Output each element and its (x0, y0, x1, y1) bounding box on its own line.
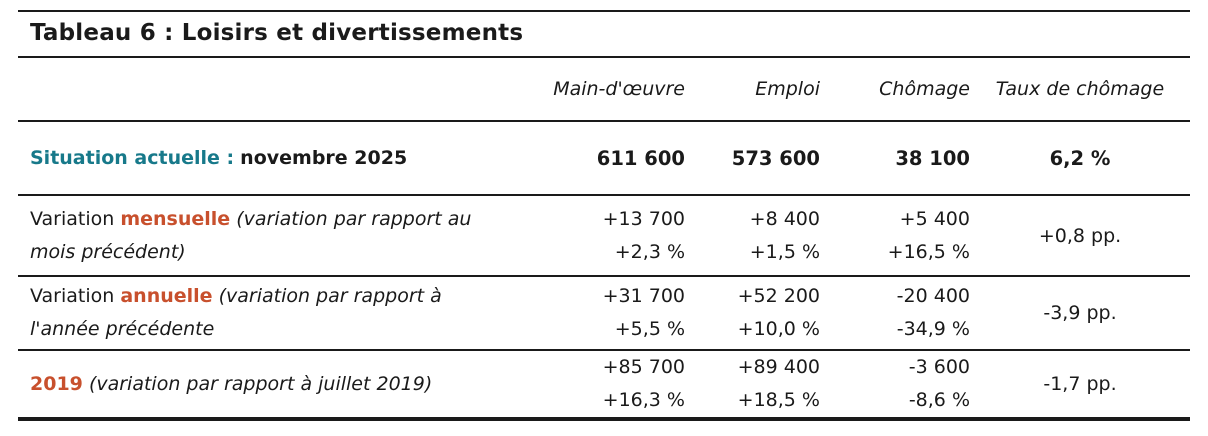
value-percent: +18,5 % (737, 389, 820, 411)
column-header-main-doeuvre: Main-d'œuvre (553, 77, 685, 100)
value-absolute: +5 400 (899, 207, 970, 230)
value-taux-de-chomage: 6,2 % (1049, 146, 1111, 170)
cell-chomage: -20 400 -34,9 % (820, 280, 970, 346)
table-title-band: Tableau 6 : Loisirs et divertissements (18, 10, 1190, 58)
row-label-note: (variation par rapport à juillet 2019) (88, 372, 433, 395)
table-row-variation-mensuelle: Variation mensuelle (variation par rappo… (18, 196, 1190, 277)
cell-main-doeuvre: +13 700 +2,3 % (488, 203, 685, 269)
cell-main-doeuvre: +85 700 +16,3 % (488, 351, 685, 417)
row-label-variation-annuelle: Variation annuelle (variation par rappor… (18, 280, 488, 346)
value-percent: +10,0 % (737, 318, 820, 340)
value-absolute: -20 400 (896, 285, 970, 307)
column-header-chomage: Chômage (879, 77, 970, 100)
cell-emploi: +89 400 +18,5 % (685, 351, 820, 417)
value-chomage: 38 100 (895, 146, 970, 170)
table-row-2019: 2019 (variation par rapport à juillet 20… (18, 351, 1190, 421)
row-label-situation-actuelle: Situation actuelle : novembre 2025 (18, 142, 488, 175)
value-absolute: +13 700 (602, 207, 685, 230)
value-percent: -34,9 % (896, 318, 970, 340)
column-header-row: Main-d'œuvre Emploi Chômage Taux de chôm… (18, 58, 1190, 122)
value-percent: +5,5 % (614, 318, 685, 340)
value-absolute: -3 600 (908, 356, 970, 378)
row-label-accent: Situation actuelle : (30, 146, 235, 169)
value-absolute: +8 400 (749, 207, 820, 230)
row-label-note: (variation par rapport au mois précédent… (30, 207, 472, 263)
row-label-period: novembre 2025 (240, 146, 408, 169)
row-label-variation-mensuelle: Variation mensuelle (variation par rappo… (18, 203, 488, 269)
value-percent: +16,5 % (887, 240, 970, 263)
value-percent: +1,5 % (749, 240, 820, 263)
cell-chomage: +5 400 +16,5 % (820, 203, 970, 269)
value-absolute: +85 700 (602, 356, 685, 378)
table-title: Tableau 6 : Loisirs et divertissements (30, 20, 524, 46)
table-row-variation-annuelle: Variation annuelle (variation par rappor… (18, 277, 1190, 351)
cell-main-doeuvre: +31 700 +5,5 % (488, 280, 685, 346)
row-label-2019: 2019 (variation par rapport à juillet 20… (18, 368, 488, 401)
value-absolute: +52 200 (737, 285, 820, 307)
cell-emploi: +52 200 +10,0 % (685, 280, 820, 346)
row-label-accent: 2019 (30, 372, 83, 395)
value-percent: +2,3 % (614, 240, 685, 263)
value-percent: +16,3 % (602, 389, 685, 411)
value-taux-variation: -1,7 pp. (1043, 373, 1117, 395)
value-absolute: +89 400 (737, 356, 820, 378)
value-absolute: +31 700 (602, 285, 685, 307)
row-label-note: (variation par rapport à l'année précéde… (30, 285, 442, 340)
value-emploi: 573 600 (731, 146, 820, 170)
row-label-lead: Variation (30, 207, 115, 230)
column-header-taux-de-chomage: Taux de chômage (995, 78, 1165, 100)
row-label-accent: annuelle (120, 285, 213, 307)
value-taux-variation: -3,9 pp. (1043, 302, 1117, 324)
cell-emploi: +8 400 +1,5 % (685, 203, 820, 269)
row-label-lead: Variation (30, 285, 115, 307)
cell-chomage: -3 600 -8,6 % (820, 351, 970, 417)
column-header-emploi: Emploi (755, 77, 820, 100)
table-row-situation-actuelle: Situation actuelle : novembre 2025 611 6… (18, 122, 1190, 196)
value-main-doeuvre: 611 600 (596, 146, 685, 170)
value-taux-variation: +0,8 pp. (1038, 224, 1122, 247)
value-percent: -8,6 % (908, 389, 970, 411)
row-label-accent: mensuelle (120, 207, 231, 230)
